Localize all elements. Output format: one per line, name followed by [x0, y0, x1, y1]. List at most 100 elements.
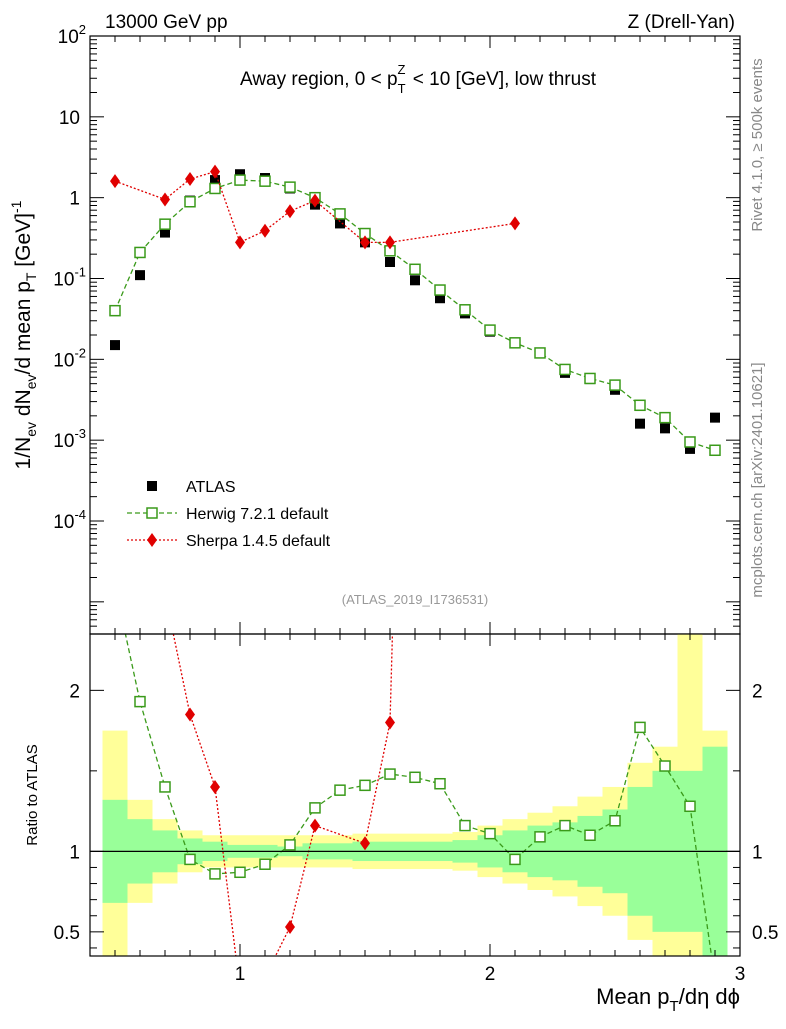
main-ytick-label: 102: [58, 22, 86, 48]
herwig-ratio-point: [134, 695, 146, 708]
main-ytick-label: 10: [59, 108, 80, 129]
main-series: [109, 164, 721, 457]
legend-herwig-marker: [146, 507, 158, 519]
ratio-series-line: [172, 634, 394, 956]
atlas-point: [635, 418, 645, 429]
herwig-point: [134, 246, 146, 259]
ratio-ylabel: Ratio to ATLAS: [24, 744, 41, 845]
herwig-point: [559, 363, 571, 376]
rivet-label: Rivet 4.1.0, ≥ 500k events: [749, 58, 766, 231]
sherpa-point: [235, 235, 245, 250]
main-ylabel: 1/Nev dNev/d mean pT [GeV]-1: [8, 200, 39, 469]
herwig-ratio-point: [484, 827, 496, 840]
atlas-point: [435, 293, 445, 304]
herwig-point: [484, 324, 496, 336]
legend-herwig-label: Herwig 7.2.1 default: [186, 506, 329, 523]
herwig-ratio-point: [234, 866, 246, 879]
main-series-2: [110, 164, 520, 250]
herwig-point: [459, 304, 471, 316]
legend-atlas-marker: [147, 481, 157, 491]
analysis-id: (ATLAS_2019_I1736531): [342, 592, 488, 607]
sherpa-point: [285, 204, 295, 219]
legend-atlas: ATLAS: [147, 479, 236, 496]
ratio-ytick-label-right: 1: [752, 842, 763, 863]
herwig-ratio-point: [359, 779, 371, 792]
herwig-ratio-point: [609, 815, 621, 827]
ratio-ytick-label-right: 2: [752, 681, 763, 702]
sherpa-point: [310, 193, 320, 208]
ratio-ytick-label: 1: [69, 842, 80, 863]
herwig-ratio-point: [534, 831, 546, 843]
herwig-ratio-point: [409, 771, 421, 784]
sherpa-ratio-point: [210, 779, 220, 794]
main-axes: 10-4 10-3 10-2 10-1 1 10 102: [53, 22, 740, 635]
main-title: Away region, 0 < pTZ < 10 [GeV], low thr…: [240, 62, 597, 96]
herwig-ratio-point: [184, 853, 196, 866]
legend-sherpa-label: Sherpa 1.4.5 default: [186, 533, 331, 550]
herwig-ratio-point: [659, 760, 671, 772]
ratio-ytick-label: 2: [69, 681, 80, 702]
herwig-point: [234, 174, 246, 186]
herwig-point: [509, 337, 521, 349]
herwig-ratio-point: [334, 784, 346, 796]
herwig-point: [409, 263, 421, 276]
main-ytick-label: 10-2: [53, 345, 86, 371]
herwig-point: [634, 399, 646, 412]
header-right: Z (Drell-Yan): [628, 12, 735, 33]
sherpa-ratio-point: [385, 715, 395, 730]
sherpa-ratio-point: [285, 920, 295, 935]
herwig-ratio-point: [309, 802, 321, 814]
legend-atlas-label: ATLAS: [186, 479, 236, 496]
atlas-point: [410, 275, 420, 286]
ratio-xtick-label: 3: [735, 964, 746, 985]
herwig-ratio-point: [284, 839, 296, 851]
herwig-point: [284, 181, 296, 193]
ratio-xtick-label: 1: [235, 964, 246, 985]
sherpa-ratio-point: [185, 707, 195, 722]
legend: ATLAS Herwig 7.2.1 default Sherpa 1.4.5 …: [127, 479, 331, 550]
herwig-ratio-point: [684, 800, 696, 813]
herwig-point: [109, 304, 121, 317]
herwig-ratio-point: [634, 721, 646, 734]
ratio-series-1: [172, 634, 395, 956]
ratio-ytick-label-right: 0.5: [752, 923, 778, 944]
atlas-point: [210, 175, 220, 186]
main-ytick-label: 10-3: [53, 426, 86, 452]
herwig-ratio-point: [384, 768, 396, 780]
sherpa-point: [185, 172, 195, 187]
ratio-series: [124, 634, 713, 956]
herwig-point: [209, 182, 221, 195]
sherpa-point: [160, 192, 170, 207]
atlas-point: [110, 340, 120, 351]
ratio-axes: 1 2 3 0.5 0.5 1 1 2 2: [54, 634, 778, 985]
main-ytick-label: 10-4: [53, 507, 86, 533]
atlas-point: [660, 423, 670, 434]
sherpa-point: [385, 235, 395, 250]
atlas-point: [235, 169, 245, 180]
sherpa-point: [260, 223, 270, 238]
herwig-ratio-point: [459, 819, 471, 832]
legend-herwig: Herwig 7.2.1 default: [127, 506, 329, 523]
sherpa-point: [510, 216, 520, 231]
atlas-point: [710, 412, 720, 423]
sherpa-ratio-point: [310, 818, 320, 833]
header-left: 13000 GeV pp: [105, 12, 228, 33]
atlas-point: [160, 227, 170, 238]
main-ytick-label: 1: [69, 189, 80, 210]
ratio-series-0: [124, 634, 713, 956]
ratio-xlabel: Mean pT/dη dϕ: [596, 984, 740, 1015]
legend-sherpa: Sherpa 1.4.5 default: [127, 533, 331, 550]
sherpa-point: [210, 164, 220, 179]
herwig-point: [709, 444, 721, 457]
atlas-point: [685, 443, 695, 454]
legend-sherpa-marker: [147, 533, 157, 547]
herwig-point: [684, 436, 696, 448]
herwig-ratio-point: [159, 781, 171, 793]
herwig-ratio-point: [259, 858, 271, 870]
herwig-point: [584, 372, 596, 385]
sherpa-point: [110, 174, 120, 189]
herwig-point: [609, 379, 621, 391]
atlas-point: [335, 218, 345, 229]
mcplots-label: mcplots.cern.ch [arXiv:2401.10621]: [749, 362, 766, 597]
main-series-1: [109, 174, 721, 457]
